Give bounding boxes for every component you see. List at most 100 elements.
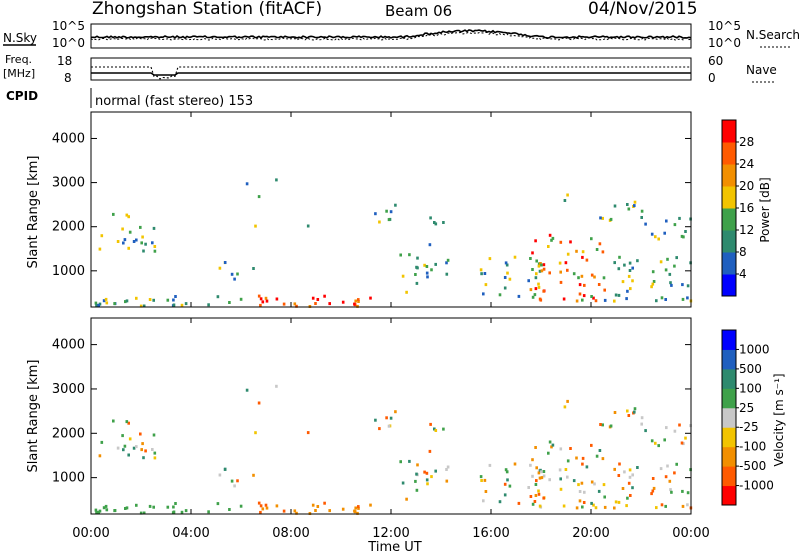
velocity-cell (378, 427, 381, 431)
power-cell (394, 203, 397, 207)
colorbar-tick-label: -500 (739, 459, 766, 473)
power-cell (527, 279, 530, 283)
power-cell (275, 178, 278, 182)
power-cell (311, 296, 315, 300)
power-cell (95, 303, 98, 307)
velocity-cell (428, 449, 432, 453)
power-cell (415, 265, 418, 269)
velocity-cell (252, 473, 255, 477)
power-cell (357, 298, 360, 302)
velocity-cell (142, 511, 146, 515)
velocity-cell (504, 468, 508, 472)
velocity-cell (387, 424, 391, 428)
power-cell (655, 299, 658, 303)
velocity-cell (316, 505, 320, 508)
mode-text: normal (fast stereo) 153 (95, 94, 253, 109)
velocity-cell (599, 423, 602, 426)
power-cell (599, 216, 602, 220)
velocity-cell (566, 399, 569, 403)
velocity-cell (581, 505, 584, 509)
power-cell (562, 297, 566, 301)
power-cell (257, 195, 261, 199)
velocity-cell (389, 416, 393, 420)
x-tick-label: 04:00 (172, 526, 209, 541)
power-cell (678, 216, 681, 220)
power-cell (378, 220, 381, 224)
velocity-cell (328, 509, 331, 513)
velocity-cell (98, 454, 102, 458)
power-cell (684, 230, 687, 233)
x-tick-label: 00:00 (72, 526, 109, 541)
velocity-cell (153, 451, 157, 455)
velocity-cell (104, 504, 108, 508)
velocity-cell (529, 463, 532, 467)
power-cell (633, 204, 636, 208)
colorbar-swatch (722, 427, 736, 448)
velocity-cell (405, 497, 408, 501)
power-cell (385, 209, 388, 213)
power-cell (675, 256, 678, 260)
power-cell (445, 272, 449, 276)
power-cell (654, 235, 657, 239)
power-cell (664, 298, 667, 301)
velocity-cell (581, 456, 585, 460)
velocity-cell (636, 466, 639, 469)
velocity-cell (275, 504, 279, 508)
power-cell (534, 239, 537, 243)
velocity-cell (681, 489, 684, 493)
power-cell (665, 219, 668, 223)
velocity-cell (430, 475, 433, 479)
velocity-cell (259, 504, 263, 508)
velocity-cell (577, 483, 580, 487)
power-cell (116, 240, 120, 243)
power-cell (548, 233, 552, 237)
power-cell (341, 300, 345, 304)
power-cell (548, 271, 551, 275)
power-cell (531, 268, 534, 271)
velocity-cell (566, 475, 569, 479)
power-cell (239, 297, 243, 301)
velocity-cell (394, 410, 397, 414)
velocity-cell (644, 429, 647, 433)
velocity-cell (686, 503, 689, 507)
velocity-cell (426, 482, 429, 486)
velocity-cell (100, 440, 104, 444)
power-cell (282, 302, 286, 306)
velocity-cell (97, 510, 100, 514)
velocity-cell (650, 439, 654, 443)
power-cell (628, 261, 632, 265)
power-cell (433, 221, 436, 224)
power-cell (506, 271, 509, 275)
colorbar-swatch (722, 208, 736, 231)
colorbar-swatch (722, 368, 736, 389)
colorbar-swatch (722, 349, 736, 370)
power-cell (651, 270, 655, 274)
y-tick-label: 3000 (52, 382, 85, 397)
velocity-cell (401, 481, 405, 485)
power-cell (102, 299, 106, 303)
power-cell (673, 223, 677, 227)
power-cell (535, 272, 538, 276)
velocity-cell (542, 470, 546, 473)
velocity-cell (559, 487, 563, 491)
power-colorbar: 28 24 20 16 12 8 4 (721, 119, 754, 297)
colorbar-tick-label: -100 (739, 440, 766, 454)
velocity-y-label: Slant Range [km] (26, 360, 41, 473)
velocity-cell (264, 503, 268, 507)
cpid-label: CPID (6, 89, 38, 103)
x-tick-label: 08:00 (272, 526, 309, 541)
velocity-cell (580, 481, 584, 485)
power-cell (112, 212, 115, 216)
freq-label: Freq. (5, 53, 32, 66)
power-cell (631, 266, 634, 270)
velocity-cell (617, 474, 621, 477)
velocity-cell (414, 479, 417, 483)
noise-left-tick-top: 10^5 (52, 19, 85, 33)
velocity-cell (594, 506, 598, 510)
power-cell (603, 288, 606, 292)
velocity-cell (314, 509, 317, 512)
velocity-cell (498, 500, 502, 504)
power-cell (581, 250, 585, 254)
power-cell (125, 213, 129, 217)
